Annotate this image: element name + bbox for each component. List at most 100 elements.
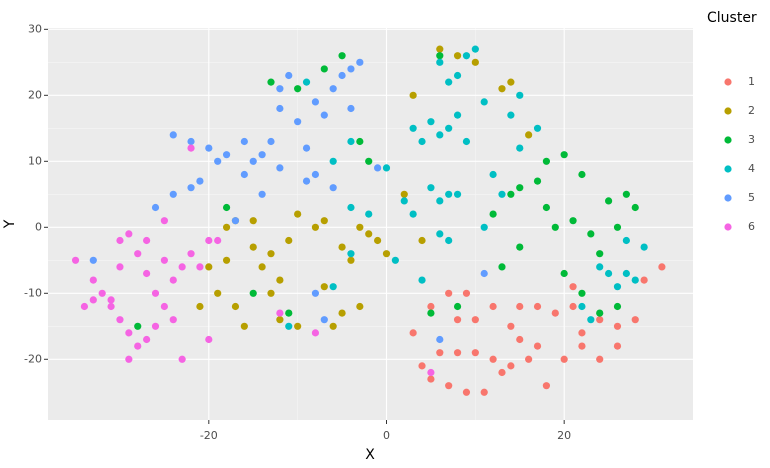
point [107,302,115,311]
point [249,217,257,225]
point [222,223,231,231]
x-tick-label: 0 [383,429,390,442]
point [276,104,284,113]
point [480,223,488,231]
point [329,157,337,165]
point [374,164,382,172]
legend-label: 6 [748,220,755,233]
point [622,269,630,278]
point [196,263,204,271]
point [516,302,524,311]
point [294,322,302,330]
legend-label: 3 [748,133,755,146]
point [427,184,435,192]
legend-key [724,165,732,173]
point [533,342,542,350]
point [365,230,373,238]
point [151,322,160,330]
point [471,316,479,324]
point [489,170,497,179]
point [125,329,133,337]
point [276,164,284,172]
point [471,349,479,357]
point [604,197,613,205]
point [205,144,213,152]
point [560,151,568,159]
point [480,98,488,106]
point [258,190,266,198]
point [187,184,195,192]
point [569,302,577,311]
point [151,203,160,212]
point [569,217,577,225]
point [169,276,177,284]
point [533,302,542,311]
point [453,71,462,80]
point [480,269,488,278]
point [187,144,195,152]
point [143,236,151,245]
legend-key [724,107,732,115]
point [222,256,231,264]
point [400,190,408,198]
points [71,45,666,396]
point [578,342,586,350]
legend-label: 4 [748,162,755,175]
point [160,302,168,311]
point [80,302,89,311]
point [409,91,417,99]
point [578,289,586,297]
point [640,243,648,251]
point [427,375,435,383]
point [436,52,444,60]
point [498,263,506,271]
point [516,243,524,251]
point [382,164,391,172]
point [134,250,142,258]
point [587,230,595,238]
point [169,131,177,139]
point [489,355,497,363]
point [453,111,462,119]
point [507,322,515,330]
point [436,230,444,238]
point [578,302,586,311]
point [596,355,604,363]
point [89,296,97,304]
point [196,177,204,185]
point [596,250,604,258]
point [418,362,426,370]
point [445,236,453,245]
panel [48,28,693,420]
point [445,289,453,297]
point [267,137,275,146]
point [418,236,426,245]
point [507,362,515,370]
point [240,137,248,146]
point [453,349,462,357]
point [356,58,364,66]
point [214,236,222,245]
point [622,236,630,245]
legend-key [724,223,732,231]
point [347,203,355,212]
point [436,45,444,53]
x-axis-title: X [365,447,375,463]
point [338,309,346,317]
point [365,157,373,165]
point [329,283,337,291]
point [613,342,622,350]
point [498,85,506,93]
point [294,118,302,126]
point [560,269,568,278]
point [551,309,559,317]
point [311,98,320,106]
y-tick-label: 10 [28,154,42,167]
point [71,256,80,264]
y-axis-title: Y [2,219,18,229]
point [231,302,240,311]
point [231,217,240,225]
legend-key [724,136,732,144]
point [578,170,586,179]
